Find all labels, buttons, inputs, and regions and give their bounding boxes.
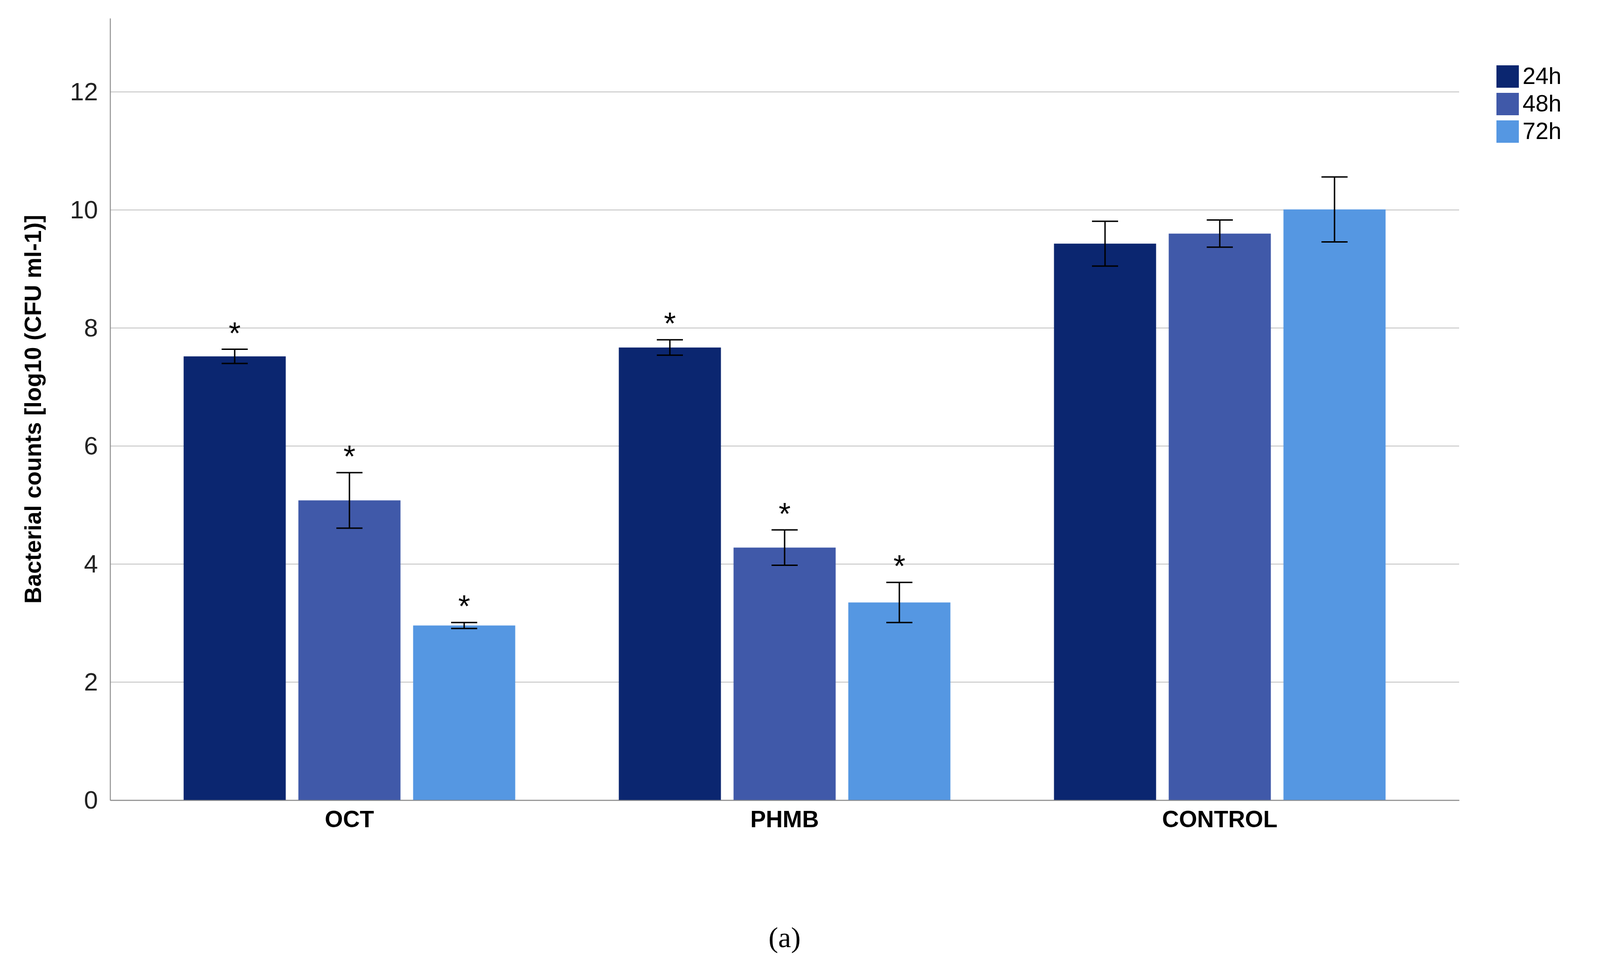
- bar: [848, 602, 951, 800]
- chart: * * * * * * 0 2 4 6 8 10 12 OCT PHMB CONTROL Bacterial c…: [0, 0, 1600, 970]
- legend-label: 48h: [1522, 90, 1562, 117]
- significance-marker: *: [778, 496, 791, 531]
- y-tick: 2: [83, 667, 111, 696]
- error-bar: [886, 582, 913, 623]
- bar: [733, 547, 836, 800]
- y-tick-label: 6: [83, 431, 98, 460]
- error-bars: [221, 221, 1119, 364]
- error-bar: [221, 349, 248, 364]
- y-tick-label: 0: [83, 785, 98, 814]
- significance-marker: *: [228, 315, 241, 351]
- y-axis-line: [110, 18, 112, 801]
- series: [413, 176, 1386, 800]
- bar: [298, 500, 401, 800]
- y-tick-label: 10: [69, 195, 98, 224]
- y-tick-label: 4: [83, 549, 98, 578]
- significance-marker: *: [343, 438, 356, 474]
- bar: [1053, 243, 1156, 800]
- plot: * * * * * * 0 2 4 6 8 10 12 OCT PHMB CONTROL: [69, 18, 1460, 833]
- y-tick: 4: [83, 549, 111, 578]
- error-bars: [336, 220, 1233, 566]
- legend-swatch: [1496, 65, 1519, 88]
- y-tick-label: 2: [83, 667, 98, 696]
- bar: [183, 356, 286, 800]
- y-tick: 8: [83, 313, 111, 342]
- significance-marker: *: [893, 548, 906, 584]
- y-tick: 12: [69, 77, 111, 106]
- error-bar: [1092, 221, 1119, 266]
- bar: [1168, 233, 1271, 800]
- legend-item: 72h: [1496, 118, 1562, 145]
- legend-label: 72h: [1522, 118, 1562, 145]
- x-tick: OCT: [324, 800, 375, 833]
- y-tick: 10: [69, 195, 111, 224]
- x-tick: PHMB: [750, 800, 819, 833]
- legend: 24h48h72h: [1496, 62, 1562, 145]
- y-axis-title: Bacterial counts [log10 (CFU ml-1)]: [20, 214, 47, 604]
- y-tick-label: 8: [83, 313, 98, 342]
- x-tick-label: OCT: [324, 806, 375, 833]
- error-bar: [771, 529, 798, 566]
- error-bar: [336, 472, 363, 529]
- series: [183, 221, 1157, 800]
- y-tick-label: 12: [69, 77, 98, 106]
- grid-line: [110, 91, 1460, 93]
- error-bar: [656, 339, 683, 355]
- legend-item: 24h: [1496, 62, 1562, 90]
- caption: (a): [768, 921, 801, 954]
- x-axis: OCT PHMB CONTROL: [110, 800, 1460, 833]
- x-tick-label: PHMB: [750, 806, 819, 833]
- bar: [619, 347, 722, 800]
- error-bars: [451, 176, 1348, 629]
- legend-label: 24h: [1522, 62, 1562, 90]
- significance: * * * * * *: [228, 306, 906, 624]
- error-bar: [1321, 176, 1348, 242]
- legend-swatch: [1496, 92, 1519, 116]
- significance-marker: *: [458, 588, 471, 624]
- y-tick: 6: [83, 431, 111, 460]
- bar: [1283, 209, 1386, 800]
- x-tick: CONTROL: [1161, 800, 1278, 833]
- error-bar: [1206, 220, 1233, 248]
- y-axis: 0 2 4 6 8 10 12: [69, 18, 111, 814]
- x-axis-line: [110, 800, 1460, 801]
- grid-line: [110, 209, 1460, 211]
- legend-swatch: [1496, 120, 1519, 143]
- series: [298, 220, 1272, 800]
- grid: [110, 91, 1460, 800]
- bar: [413, 625, 516, 800]
- x-tick-label: CONTROL: [1161, 806, 1278, 833]
- y-tick: 0: [83, 785, 111, 814]
- marks: [183, 176, 1386, 800]
- legend-item: 48h: [1496, 90, 1562, 117]
- significance-marker: *: [663, 306, 676, 341]
